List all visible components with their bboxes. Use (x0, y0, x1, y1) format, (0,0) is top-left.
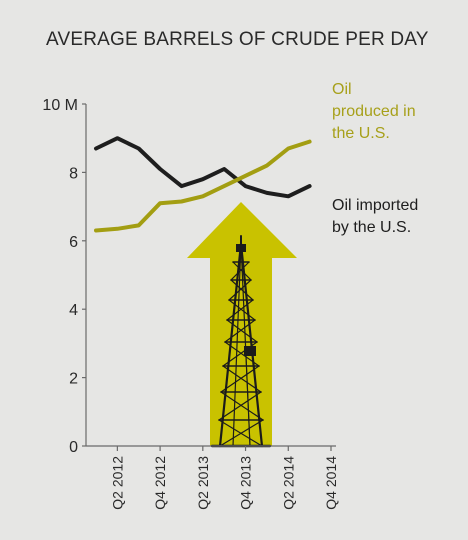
x-tick-label: Q2 2013 (195, 456, 211, 510)
x-tick-label: Q4 2013 (238, 456, 254, 510)
y-tick-label: 6 (69, 234, 78, 251)
y-tick-label: 10 M (42, 97, 78, 114)
oil-derrick-icon (210, 235, 272, 448)
up-arrow-icon (187, 202, 297, 446)
series-labels: Oil produced in the U.S. Oil imported by the… (332, 81, 418, 236)
y-tick-label: 2 (69, 371, 78, 388)
y-tick-label: 0 (69, 439, 78, 456)
series-lines (94, 136, 312, 233)
x-tick-label: Q4 2012 (152, 456, 168, 510)
y-tick-label: 4 (69, 302, 78, 319)
axes: 0 2 4 6 8 10 M Q2 2012 Q4 2012 Q2 2013 Q4 2013 Q2 … (42, 97, 339, 510)
series-line-0 (94, 136, 312, 199)
series-line-1 (94, 139, 312, 233)
up-arrow-illustration (187, 202, 297, 448)
x-tick-label: Q2 2012 (109, 456, 125, 510)
series-label-line: by the U.S. (332, 219, 411, 236)
chart-title: AVERAGE BARRELS OF CRUDE PER DAY (46, 29, 429, 50)
series-label-line: Oil imported (332, 197, 418, 214)
series-label-line: produced in (332, 103, 416, 120)
y-tick-label: 8 (69, 165, 78, 182)
series-label-line: the U.S. (332, 125, 390, 142)
x-tick-label: Q2 2014 (280, 456, 296, 510)
x-tick-label: Q4 2014 (323, 456, 339, 510)
series-label-line: Oil (332, 81, 352, 98)
